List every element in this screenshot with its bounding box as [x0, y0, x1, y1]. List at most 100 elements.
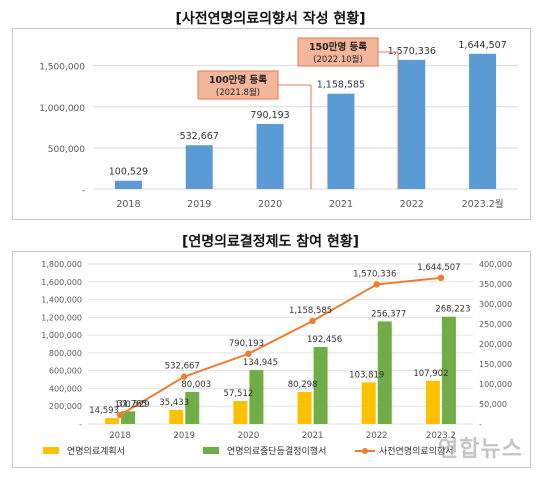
legend-swatch	[43, 447, 59, 454]
bar-value-label: 1,570,336	[388, 46, 436, 57]
bar-value-label: 790,193	[250, 110, 289, 121]
y-right-tick-label: 250,000	[479, 320, 512, 329]
y-left-tick-label: 1,000,000	[41, 331, 82, 340]
bar	[185, 145, 213, 189]
bar-series-1	[233, 400, 248, 424]
watermark: 연합뉴스	[438, 437, 523, 462]
bar-series-2-label: 31,765	[117, 399, 147, 409]
y-left-tick-label: 1,600,000	[41, 278, 82, 287]
bar-series-1	[105, 418, 120, 424]
x-tick-label: 2022	[400, 199, 424, 210]
x-tick-label: 2022	[366, 431, 388, 441]
bar-value-label: 532,667	[180, 131, 219, 142]
y-left-tick-label: 400,000	[49, 384, 82, 393]
line-point	[309, 317, 316, 325]
x-tick-label: 2018	[116, 199, 140, 210]
annotation-box	[197, 70, 279, 100]
chart2-title: [연명의료결정제도 참여 현황]	[181, 234, 360, 250]
y-tick-label: 500,000	[48, 145, 85, 155]
bar-series-1-label: 107,902	[413, 369, 448, 379]
line-point	[181, 373, 188, 380]
chart2-svg: - 200,000 400,000 600,000 800,000 1,000,000 1,…	[41, 260, 512, 457]
line-value-label: 790,193	[229, 339, 264, 349]
bar-series-2	[249, 370, 264, 424]
bar-series-2	[185, 391, 200, 424]
bar-series-2	[121, 411, 136, 424]
x-tick-label: 2020	[238, 431, 260, 441]
line-value-label: 532,667	[165, 362, 200, 372]
line-value-label: 1,570,336	[353, 269, 396, 279]
legend-swatch	[203, 447, 219, 454]
bar-series-1	[361, 382, 376, 424]
bar-series-1-label: 14,593	[89, 406, 119, 416]
bar-series-1	[425, 380, 440, 424]
y-right-tick-label: 200,000	[479, 340, 512, 349]
line-point	[245, 350, 252, 357]
x-tick-label: 2023.2월	[462, 198, 504, 210]
y-tick-label: 1,500,000	[39, 63, 85, 73]
x-tick-label: 2019	[173, 431, 195, 441]
legend-swatch-marker	[362, 448, 368, 454]
bar-series-2-label: 134,945	[243, 358, 278, 368]
annotation-subtext: (2021.8월)	[216, 87, 260, 98]
bar-series-1	[169, 409, 184, 424]
bar	[469, 53, 497, 190]
line-point	[116, 411, 124, 419]
chart2-panel: - 200,000 400,000 600,000 800,000 1,000,000 1,…	[12, 251, 531, 468]
x-tick-label: 2021	[302, 431, 324, 441]
bar-series-2-label: 268,223	[435, 305, 470, 315]
y-left-tick-label: 800,000	[49, 349, 82, 358]
legend-label: 사전연명의료의향서	[379, 445, 454, 457]
line-point	[437, 274, 445, 282]
y-left-tick-label: 1,400,000	[41, 296, 82, 305]
bar-value-label: 1,644,507	[458, 40, 506, 51]
line-value-label: 100,529	[115, 400, 150, 410]
x-tick-label: 2018	[109, 431, 131, 441]
y-left-tick-label: 1,800,000	[41, 260, 82, 269]
y-left-tick-label: 1,200,000	[41, 313, 82, 322]
y-tick-label: -	[82, 186, 85, 196]
x-tick-label: 2020	[258, 199, 282, 210]
line-value-label: 1,644,507	[417, 263, 460, 273]
annotation-text: 150만명 등록	[309, 41, 367, 53]
line-series-3	[119, 276, 442, 416]
x-tick-label: 2023.2	[426, 431, 456, 441]
y-right-tick-label: 400,000	[479, 260, 512, 269]
bar	[256, 124, 284, 189]
bar-series-2-label: 192,456	[307, 335, 342, 345]
annotation-subtext: (2022.10월)	[313, 54, 363, 65]
legend-label: 연명의료중단등결정이행서	[227, 445, 326, 457]
bar-series-2	[377, 321, 392, 424]
y-right-tick-label: 350,000	[479, 280, 512, 289]
bar-value-label: 1,158,585	[317, 80, 365, 91]
line-value-label: 1,158,585	[289, 306, 332, 316]
bar	[114, 180, 142, 189]
bar-series-1-label: 103,819	[349, 370, 384, 380]
x-tick-label: 2021	[329, 199, 353, 210]
y-left-tick-label: 200,000	[49, 402, 82, 411]
bar-series-1-label: 57,512	[224, 389, 254, 399]
chart1-svg: - 500,000 1,000,000 1,500,000 100,529 2018 532…	[39, 37, 518, 210]
y-left-tick-label: 600,000	[49, 367, 82, 376]
bar-series-2	[441, 316, 456, 424]
y-right-tick-label: 150,000	[479, 360, 512, 369]
bar-series-2-label: 256,377	[371, 309, 406, 319]
x-tick-label: 2019	[187, 199, 211, 210]
line-point	[373, 281, 380, 288]
bar-series-2-label: 80,003	[181, 380, 211, 390]
legend-label: 연명의료계획서	[67, 445, 125, 457]
bar-series-1-label: 35,433	[159, 398, 189, 408]
bar	[327, 93, 355, 189]
annotation-text: 100만명 등록	[209, 74, 267, 86]
y-tick-label: 1,000,000	[39, 104, 85, 114]
y-right-tick-label: -	[479, 420, 482, 429]
annotation-box	[297, 37, 379, 67]
bar-series-1-label: 80,298	[288, 380, 318, 390]
y-right-tick-label: 300,000	[479, 300, 512, 309]
y-left-tick-label: -	[79, 420, 82, 429]
bar-series-2	[313, 347, 328, 424]
chart1-title: [사전연명의료의향서 작성 현황]	[175, 11, 366, 27]
bar	[398, 59, 426, 189]
bar-value-label: 100,529	[109, 167, 148, 178]
chart1-panel: - 500,000 1,000,000 1,500,000 100,529 2018 532…	[12, 28, 531, 220]
